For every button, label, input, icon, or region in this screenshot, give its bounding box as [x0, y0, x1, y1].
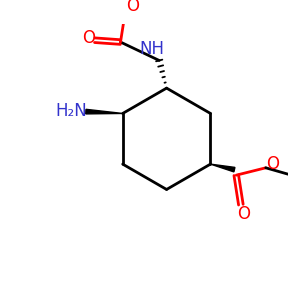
Polygon shape: [211, 164, 235, 172]
Text: H₂N: H₂N: [55, 102, 87, 120]
Text: O: O: [267, 155, 280, 173]
Text: O: O: [82, 29, 95, 47]
Text: O: O: [126, 0, 139, 15]
Text: O: O: [237, 205, 250, 223]
Polygon shape: [86, 109, 123, 114]
Text: NH: NH: [139, 40, 164, 58]
